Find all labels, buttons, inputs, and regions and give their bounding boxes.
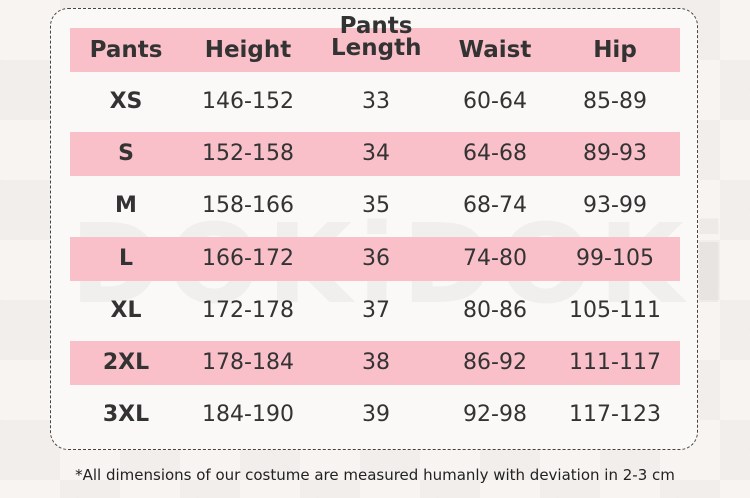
- size-label: S: [118, 141, 134, 167]
- table-cell: 172-178: [202, 297, 294, 323]
- table-cell: 146-152: [202, 89, 294, 114]
- table-cell: 68-74: [463, 193, 527, 219]
- table-cell: 105-111: [569, 297, 661, 323]
- header-cell: Waist: [458, 37, 532, 63]
- table-cell: 60-64: [463, 89, 527, 114]
- table-cell: 93-99: [583, 193, 647, 219]
- table-cell: 35: [362, 193, 390, 219]
- size-label: XS: [109, 89, 143, 114]
- table-cell: 37: [362, 297, 390, 323]
- table-cell: 64-68: [463, 141, 527, 167]
- table-cell: 36: [362, 245, 390, 271]
- table-cell: 74-80: [463, 245, 527, 271]
- table-cell: 80-86: [463, 297, 527, 323]
- table-cell: 158-166: [202, 193, 294, 219]
- header-cell: Pants: [89, 37, 163, 63]
- table-cell: 85-89: [583, 89, 647, 114]
- header-band: [70, 28, 680, 72]
- table-cell: 152-158: [202, 141, 294, 167]
- table-cell: 38: [362, 350, 390, 375]
- footnote: *All dimensions of our costume are measu…: [75, 466, 675, 484]
- table-cell: 89-93: [583, 141, 647, 167]
- table-cell: 39: [362, 402, 390, 428]
- size-label: L: [118, 245, 134, 271]
- size-label: XL: [110, 297, 142, 323]
- size-label: M: [115, 193, 137, 219]
- header-cell: Height: [204, 37, 292, 63]
- table-cell: 34: [362, 141, 390, 167]
- table-cell: 99-105: [576, 245, 654, 271]
- table-cell: 178-184: [202, 350, 294, 375]
- header-cell: Pants Length: [331, 13, 422, 61]
- table-cell: 166-172: [202, 245, 294, 271]
- table-cell: 117-123: [569, 402, 661, 428]
- table-cell: 92-98: [463, 402, 527, 428]
- table-cell: 184-190: [202, 402, 294, 428]
- size-label: 3XL: [102, 402, 150, 428]
- table-cell: 86-92: [463, 350, 527, 375]
- table-cell: 33: [362, 89, 390, 114]
- row-band: [70, 236, 680, 281]
- header-cell: Hip: [593, 37, 637, 63]
- table-cell: 111-117: [569, 350, 661, 375]
- row-band: [70, 341, 680, 385]
- size-label: 2XL: [102, 350, 150, 375]
- row-band: [70, 132, 680, 177]
